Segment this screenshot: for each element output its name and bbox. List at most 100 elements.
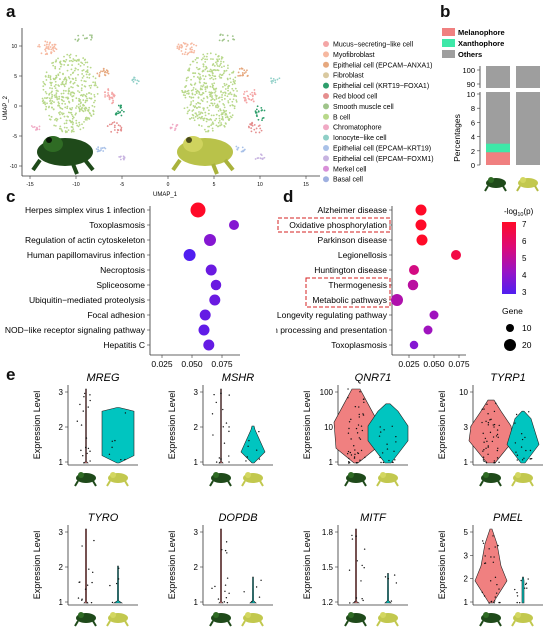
violin-point — [497, 544, 499, 547]
umap-point — [214, 90, 217, 93]
umap-point — [210, 58, 212, 60]
violin-point — [258, 430, 260, 433]
umap-point — [61, 130, 64, 133]
umap-xtick-label: -10 — [72, 182, 79, 188]
umap-point — [253, 93, 256, 95]
umap-point — [253, 89, 256, 91]
violin-point — [360, 580, 362, 582]
umap-point — [70, 121, 73, 124]
umap-point — [93, 93, 96, 96]
violin-point — [494, 462, 496, 464]
violin-point — [348, 421, 351, 423]
umap-point — [215, 97, 218, 100]
umap-point — [41, 97, 44, 100]
umap-point — [262, 116, 265, 119]
umap-point — [58, 95, 61, 98]
umap-point — [54, 80, 57, 83]
violin-point — [391, 425, 393, 428]
violin-point — [496, 449, 499, 452]
umap-point — [257, 110, 260, 113]
violin-point — [364, 456, 366, 459]
umap-point — [204, 90, 207, 93]
light-frog-icon — [516, 177, 539, 192]
umap-point — [88, 76, 91, 79]
umap-point — [62, 112, 65, 115]
umap-legend-swatch — [323, 155, 329, 162]
umap-point — [71, 86, 74, 89]
violin-point — [486, 440, 488, 443]
umap-point — [211, 95, 213, 97]
violin-point — [356, 432, 359, 434]
violin-point — [89, 450, 91, 452]
umap-point — [223, 106, 226, 109]
umap-point — [77, 63, 80, 66]
umap-point — [81, 76, 84, 79]
violin-point — [76, 420, 79, 422]
light-frog-icon — [511, 472, 534, 487]
dotplot-xtick-label: 0.050 — [423, 359, 445, 369]
violin-point — [515, 451, 517, 453]
gene-legend-dot — [506, 324, 514, 332]
violin-point — [487, 445, 489, 447]
umap-point — [50, 48, 53, 51]
umap-point — [227, 67, 229, 70]
umap-point — [201, 100, 204, 102]
violin-point — [516, 595, 519, 597]
dotplot-xtick-label: 0.075 — [211, 359, 233, 369]
umap-point — [50, 84, 53, 87]
umap-ytick-label: -5 — [13, 134, 18, 140]
umap-point — [85, 95, 88, 98]
umap-point — [210, 114, 213, 117]
light-frog-icon — [171, 136, 235, 175]
umap-point — [272, 77, 275, 80]
violin-point — [228, 461, 230, 463]
umap-point — [206, 96, 209, 99]
umap-point — [53, 45, 56, 48]
dark-frog-icon — [344, 612, 367, 627]
violin-shape — [506, 410, 540, 464]
umap-point — [202, 57, 204, 60]
umap-point — [212, 58, 214, 61]
umap-point — [222, 91, 225, 94]
umap-point — [197, 57, 199, 59]
umap-point — [202, 63, 205, 66]
umap-point — [70, 111, 73, 114]
umap-point — [108, 98, 111, 101]
umap-point — [93, 105, 96, 108]
violin-point — [381, 452, 384, 454]
umap-point — [238, 68, 241, 70]
violin-point — [360, 449, 363, 452]
colorbar-tick-label: 5 — [522, 254, 527, 263]
umap-point — [183, 43, 186, 45]
violin-point — [359, 459, 361, 461]
violin-point — [386, 443, 388, 445]
umap-point — [251, 124, 254, 127]
umap-point — [52, 49, 55, 51]
umap-point — [84, 99, 87, 102]
highlight-box-oxphos — [277, 217, 391, 233]
b-legend-swatch — [442, 39, 455, 47]
b-bar-segment — [486, 143, 510, 153]
violin-point — [114, 439, 116, 442]
umap-point — [90, 97, 93, 100]
colorbar — [502, 222, 516, 294]
umap-point — [195, 102, 198, 105]
violin-ytick-label: 1 — [464, 598, 469, 607]
violin-point — [211, 587, 213, 590]
umap-point — [57, 104, 60, 107]
umap-point — [243, 69, 246, 72]
umap-point — [133, 76, 136, 79]
umap-point — [216, 103, 219, 106]
violin-gene-title: DOPDB — [218, 512, 257, 524]
umap-point — [232, 89, 235, 92]
umap-point — [72, 130, 75, 133]
violin-point — [78, 581, 80, 584]
violin-point — [86, 452, 88, 455]
violin-point — [89, 399, 91, 402]
umap-point — [235, 145, 238, 148]
umap-point — [30, 125, 33, 127]
violin-point — [223, 442, 226, 444]
umap-point — [198, 116, 201, 119]
violin-point — [487, 413, 489, 415]
violin-point — [493, 602, 495, 604]
